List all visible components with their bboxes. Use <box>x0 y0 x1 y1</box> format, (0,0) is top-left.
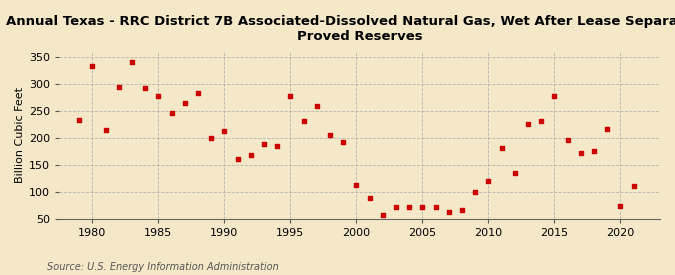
Point <box>456 208 467 213</box>
Point <box>549 94 560 98</box>
Point <box>377 213 388 217</box>
Point <box>351 183 362 187</box>
Title: Annual Texas - RRC District 7B Associated-Dissolved Natural Gas, Wet After Lease: Annual Texas - RRC District 7B Associate… <box>7 15 675 43</box>
Point <box>311 104 322 108</box>
Point <box>219 128 230 133</box>
Point <box>298 119 309 123</box>
Point <box>140 86 151 90</box>
Point <box>575 151 586 155</box>
Point <box>430 205 441 209</box>
Point <box>496 146 507 150</box>
Point <box>113 85 124 90</box>
Point <box>74 118 84 122</box>
Point <box>232 157 243 161</box>
Point <box>285 93 296 98</box>
Point <box>391 204 402 209</box>
Point <box>245 153 256 157</box>
Point <box>192 90 203 95</box>
Point <box>166 111 177 115</box>
Point <box>522 122 533 127</box>
Point <box>483 178 494 183</box>
Point <box>325 133 335 137</box>
Point <box>562 138 573 143</box>
Point <box>615 204 626 208</box>
Point <box>589 149 599 153</box>
Point <box>206 136 217 141</box>
Point <box>180 100 190 105</box>
Point <box>126 60 137 65</box>
Text: Source: U.S. Energy Information Administration: Source: U.S. Energy Information Administ… <box>47 262 279 272</box>
Point <box>87 64 98 68</box>
Point <box>536 119 547 123</box>
Point <box>602 126 613 131</box>
Point <box>364 196 375 200</box>
Point <box>338 139 348 144</box>
Point <box>404 205 414 209</box>
Point <box>470 190 481 194</box>
Point <box>417 204 428 209</box>
Y-axis label: Billion Cubic Feet: Billion Cubic Feet <box>15 87 25 183</box>
Point <box>153 94 164 98</box>
Point <box>272 144 283 148</box>
Point <box>510 171 520 175</box>
Point <box>443 210 454 214</box>
Point <box>628 184 639 188</box>
Point <box>100 127 111 132</box>
Point <box>259 142 269 147</box>
